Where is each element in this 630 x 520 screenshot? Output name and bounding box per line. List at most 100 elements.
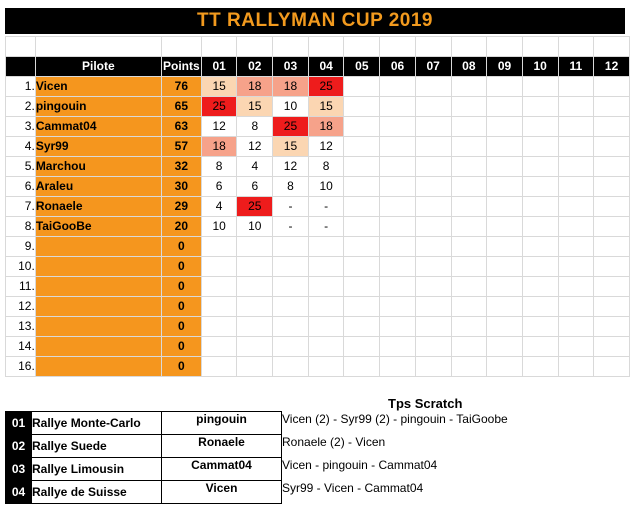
events-panel: 01 Rallye Monte-Carlo pingouin Vicen (2) - …: [5, 411, 622, 504]
score-cell: [557, 156, 595, 177]
rank-cell: 7.: [5, 196, 36, 217]
rank-cell: 13.: [5, 316, 36, 337]
score-cell: [557, 96, 595, 117]
score-cell: [450, 296, 488, 317]
score-cell: 8: [307, 156, 345, 177]
score-cell: [379, 296, 416, 317]
score-cell: [486, 276, 523, 297]
score-cell: [343, 256, 381, 277]
round-header: 08: [450, 56, 488, 77]
round-header: 02: [236, 56, 274, 77]
round-header: 11: [557, 56, 595, 77]
pilot-name: pingouin: [34, 96, 162, 117]
score-cell: [236, 276, 274, 297]
score-cell: [593, 236, 630, 257]
event-row: 02 Rallye Suede Ronaele Ronaele (2) - Vicen: [5, 434, 622, 458]
table-row: 6. Araleu 30 6 6 8 10: [5, 176, 630, 197]
score-cell: 18: [236, 76, 274, 97]
score-cell: [414, 316, 452, 337]
table-row: 10. 0: [5, 256, 630, 277]
event-winner: pingouin: [161, 411, 282, 435]
score-cell: [379, 116, 416, 137]
standings-sheet: Pilote Points 01 02 03 04 05 06 07 08 09 10 11 12 1…: [5, 36, 630, 377]
event-scratch: Vicen (2) - Syr99 (2) - pingouin - TaiGo…: [282, 411, 508, 426]
round-header: 06: [379, 56, 416, 77]
score-cell: [414, 296, 452, 317]
score-cell: [343, 76, 381, 97]
score-cell: [450, 276, 488, 297]
score-cell: [450, 236, 488, 257]
score-cell: [593, 76, 630, 97]
rank-header: [5, 56, 36, 77]
scratch-title: Tps Scratch: [388, 396, 463, 411]
table-row: 3. Cammat04 63 12 8 25 18: [5, 116, 630, 137]
score-cell: [414, 96, 452, 117]
rank-cell: 16.: [5, 356, 36, 377]
score-cell: 10: [200, 216, 238, 237]
score-cell: [557, 316, 595, 337]
round-header: 09: [486, 56, 523, 77]
score-cell: [236, 316, 274, 337]
pilot-name: Cammat04: [34, 116, 162, 137]
score-cell: [521, 196, 559, 217]
score-cell: [521, 176, 559, 197]
table-row: 16. 0: [5, 356, 630, 377]
page-title: TT RALLYMAN CUP 2019: [5, 8, 625, 34]
events-table: 01 Rallye Monte-Carlo pingouin Vicen (2) - …: [5, 411, 622, 504]
score-cell: [521, 316, 559, 337]
score-cell: 15: [272, 136, 309, 157]
event-scratch: Syr99 - Vicen - Cammat04: [282, 480, 424, 495]
score-cell: 6: [236, 176, 274, 197]
score-cell: [343, 356, 381, 377]
event-name: Rallye Suede: [31, 434, 162, 458]
score-cell: [486, 356, 523, 377]
score-cell: [200, 356, 238, 377]
score-cell: [379, 176, 416, 197]
score-cell: [486, 196, 523, 217]
score-cell: [521, 236, 559, 257]
event-winner: Ronaele: [161, 434, 282, 458]
pilot-name: [34, 276, 162, 297]
score-cell: [593, 336, 630, 357]
score-cell: [343, 296, 381, 317]
round-header: 05: [343, 56, 381, 77]
header-row: Pilote Points 01 02 03 04 05 06 07 08 09 10 11 12: [5, 56, 630, 77]
score-cell: [450, 136, 488, 157]
rank-cell: 12.: [5, 296, 36, 317]
score-cell: [379, 236, 416, 257]
score-cell: [272, 356, 309, 377]
score-cell: 4: [236, 156, 274, 177]
rank-cell: 1.: [5, 76, 36, 97]
table-row: 12. 0: [5, 296, 630, 317]
score-cell: [593, 176, 630, 197]
event-scratch: Vicen - pingouin - Cammat04: [282, 457, 438, 472]
score-cell: [557, 176, 595, 197]
score-cell: [236, 236, 274, 257]
table-row: 11. 0: [5, 276, 630, 297]
event-number: 01: [5, 411, 32, 435]
score-cell: [521, 76, 559, 97]
score-cell: [343, 116, 381, 137]
score-cell: [343, 156, 381, 177]
score-cell: 25: [307, 76, 345, 97]
score-cell: [414, 176, 452, 197]
score-cell: [557, 336, 595, 357]
score-cell: [200, 316, 238, 337]
points-cell: 29: [160, 196, 202, 217]
points-cell: 63: [160, 116, 202, 137]
score-cell: [486, 296, 523, 317]
score-cell: [486, 256, 523, 277]
score-cell: [593, 316, 630, 337]
points-cell: 76: [160, 76, 202, 97]
pilot-name: [34, 316, 162, 337]
score-cell: [307, 256, 345, 277]
standings-table: Pilote Points 01 02 03 04 05 06 07 08 09 10 11 12 1…: [5, 36, 630, 377]
score-cell: [343, 96, 381, 117]
score-cell: [414, 156, 452, 177]
score-cell: [307, 356, 345, 377]
score-cell: [557, 116, 595, 137]
score-cell: 18: [307, 116, 345, 137]
points-cell: 0: [160, 316, 202, 337]
score-cell: [521, 136, 559, 157]
score-cell: [450, 356, 488, 377]
